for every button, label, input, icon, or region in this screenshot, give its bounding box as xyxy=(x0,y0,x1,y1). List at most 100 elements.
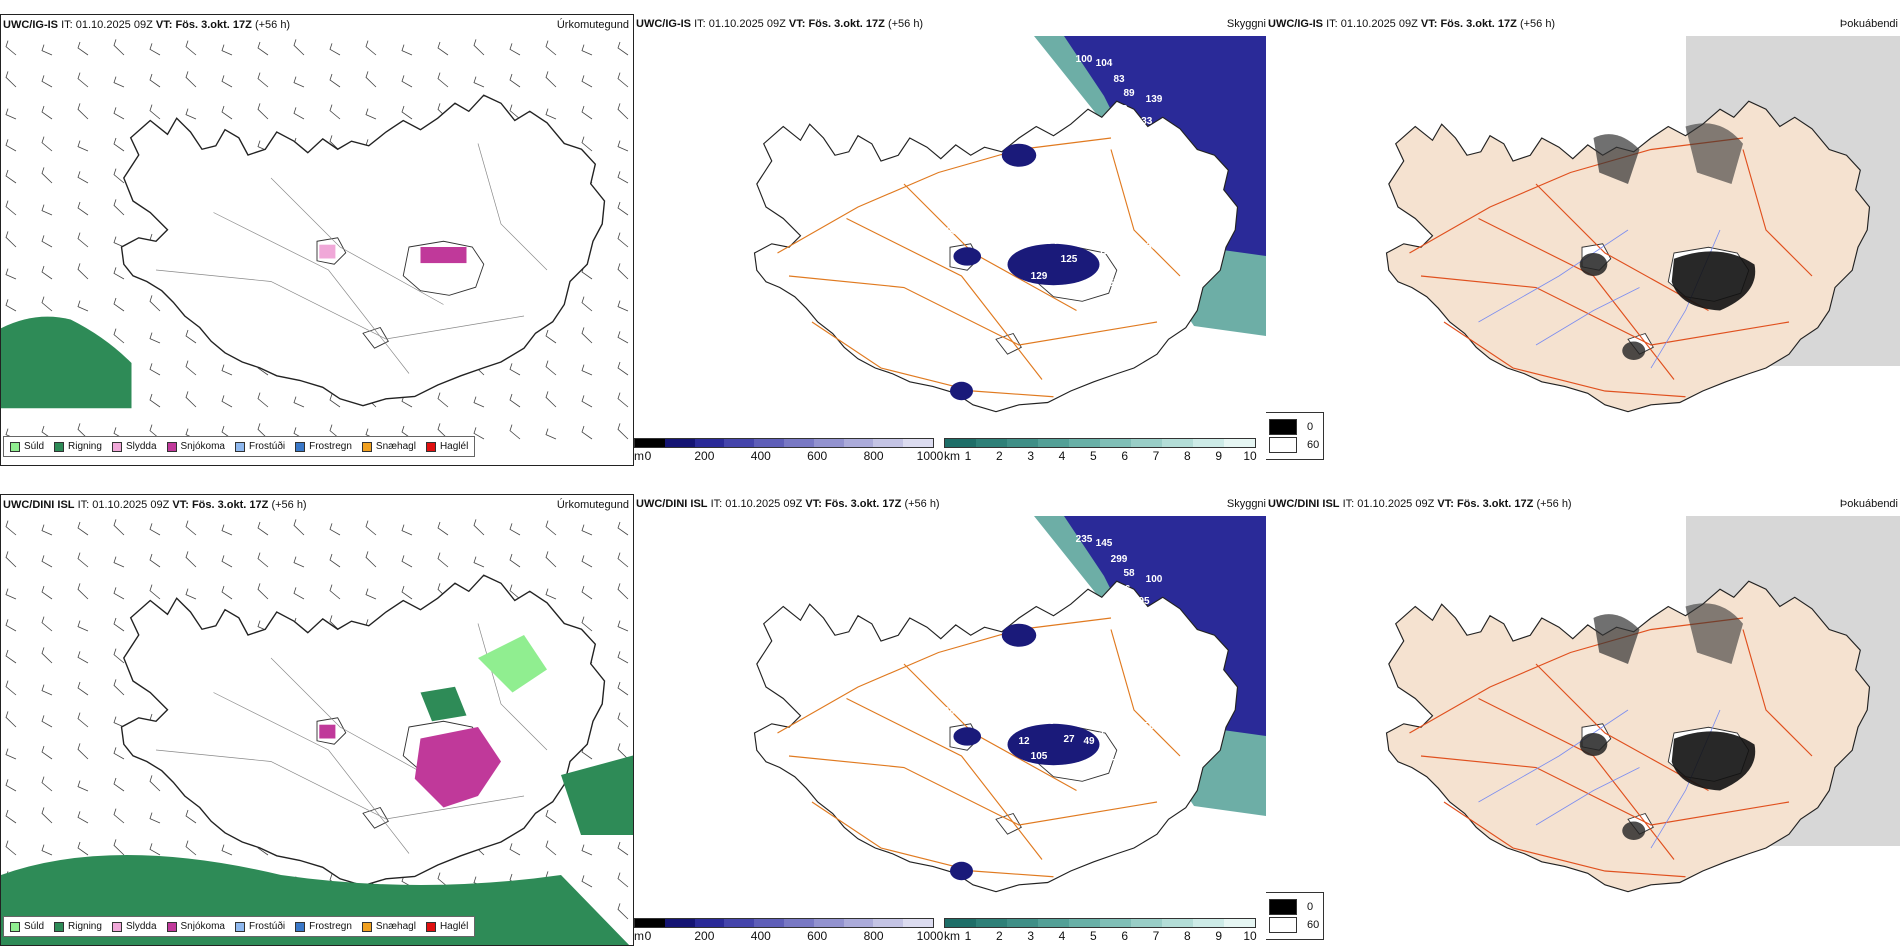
cloud-base-label: 133 xyxy=(1136,116,1153,127)
colorbar-segment xyxy=(1038,439,1069,447)
cloud-base-colorbar: m 0 200 400 600 800 1000 xyxy=(634,918,943,943)
fog-high-area xyxy=(1671,251,1756,311)
colorbar-segment xyxy=(976,439,1007,447)
legend-item: Snjókoma xyxy=(166,921,225,932)
panel-title: Þokuábendi xyxy=(1839,498,1898,510)
cloud-base-label: 145 xyxy=(1096,538,1113,549)
legend-label: Haglél xyxy=(439,921,469,932)
cloud-base-label: 180 xyxy=(1181,224,1198,235)
colorbar-tick: 10 xyxy=(1243,449,1257,463)
cloud-visibility-panel-row2: UWC/DINI ISL IT: 01.10.2025 09Z VT: Fös.… xyxy=(634,494,1266,946)
colorbar-segment xyxy=(635,439,665,447)
colorbar-segment xyxy=(1193,919,1224,927)
colorbar-tick: 10 xyxy=(1243,929,1257,943)
colorbar-strip xyxy=(944,918,1256,928)
panel-header: UWC/IG-IS IT: 01.10.2025 09Z VT: Fös. 3.… xyxy=(636,18,924,30)
visibility-colorbar: km 1 2 3 4 5 6 7 8 9 10 xyxy=(944,438,1257,463)
cloud-base-label: 320 xyxy=(1006,721,1023,732)
colorbar-segment xyxy=(976,919,1007,927)
legend-swatch xyxy=(1269,917,1297,933)
legend-swatch xyxy=(10,441,20,452)
cloud-base-label: 57 xyxy=(1128,144,1140,155)
cloud-base-colorbar: m 0 200 400 600 800 1000 xyxy=(634,438,943,463)
legend-item: Súld xyxy=(10,441,44,452)
colorbar-tick: 200 xyxy=(694,929,715,943)
coastline xyxy=(1385,100,1871,413)
cloud-base-label: 55 xyxy=(988,136,1000,147)
colorbar-tick: 1000 xyxy=(916,449,944,463)
iceland-map: 235 1452995810081695491064072364019140369… xyxy=(753,516,1266,893)
legend-label: Haglél xyxy=(439,441,469,452)
cloud-base-label: 89 xyxy=(1123,88,1135,99)
colorbar-segment xyxy=(903,439,933,447)
fog-high-area xyxy=(1671,731,1756,791)
legend-swatch xyxy=(166,441,177,452)
iceland-map xyxy=(1385,516,1900,893)
legend-swatch xyxy=(361,441,372,452)
cloud-base-label: 128 xyxy=(941,226,958,237)
legend-swatch xyxy=(54,441,65,452)
legend-label: Súld xyxy=(24,921,45,932)
cloud-base-label: 43 xyxy=(1143,751,1155,762)
legend-item: 60 xyxy=(1269,917,1319,933)
colorbar-segment xyxy=(1100,919,1131,927)
legend-swatch xyxy=(166,921,177,932)
legend-item: 0 xyxy=(1269,419,1319,435)
cloud-base-label: 27 xyxy=(1063,734,1075,745)
cloud-base-label: 67 xyxy=(1068,626,1080,637)
colorbar-segment xyxy=(694,439,725,447)
panel-header: UWC/DINI ISL IT: 01.10.2025 09Z VT: Fös.… xyxy=(3,499,307,511)
cloud-base-label: 32 xyxy=(928,846,940,857)
legend-item: Snæhagl xyxy=(361,441,416,452)
cloud-base-label: 139 xyxy=(1146,94,1163,105)
colorbar-tick: 7 xyxy=(1152,929,1160,943)
colorbar-tick: 5 xyxy=(1089,929,1097,943)
colorbar-segment xyxy=(1224,919,1255,927)
coastline xyxy=(753,100,1239,413)
cloud-base-label: 299 xyxy=(1111,554,1128,565)
legend-label: 60 xyxy=(1307,439,1320,451)
cloud-base-label: 106 xyxy=(1091,604,1108,615)
cloud-base-label: 104 xyxy=(1096,58,1113,69)
legend-swatch xyxy=(1269,419,1297,435)
cloud-base-label: 87 xyxy=(938,361,950,372)
colorbar-tick: 400 xyxy=(750,449,771,463)
legend-item: Snjókoma xyxy=(166,441,225,452)
legend-item: Haglél xyxy=(425,921,469,932)
cloud-base-label: 138 xyxy=(1141,241,1158,252)
colorbar-segment xyxy=(724,439,755,447)
colorbar-segment xyxy=(1131,919,1162,927)
colorbar-segment xyxy=(1193,439,1224,447)
colorbar-segment xyxy=(1069,439,1100,447)
legend-item: Frostregn xyxy=(295,441,352,452)
colorbar-segment xyxy=(873,439,904,447)
fog-index-panel-row2: UWC/DINI ISL IT: 01.10.2025 09Z VT: Fös.… xyxy=(1266,494,1900,946)
colorbar-tick: 4 xyxy=(1058,929,1066,943)
colorbar-tick: 1 xyxy=(964,929,972,943)
legend-swatch xyxy=(234,441,245,452)
cloud-base-label: 105 xyxy=(1031,751,1048,762)
legend-swatch xyxy=(54,921,65,932)
legend-swatch xyxy=(1269,437,1297,453)
cloud-base-label: 144 xyxy=(1141,271,1158,282)
colorbar-unit: km xyxy=(944,449,960,463)
coastline xyxy=(1385,580,1871,893)
colorbar-tick: 6 xyxy=(1121,929,1128,943)
colorbar-tick: 9 xyxy=(1215,449,1222,463)
colorbar-unit: km xyxy=(944,929,960,943)
legend-swatch xyxy=(295,441,306,452)
cloud-base-label: 95 xyxy=(1138,596,1150,607)
cloud-base-label: 49 xyxy=(1118,606,1130,617)
legend-item: Snæhagl xyxy=(361,921,416,932)
colorbar-unit: m xyxy=(634,449,644,463)
colorbar-segment xyxy=(1007,919,1038,927)
colorbar-segment xyxy=(635,919,665,927)
colorbar-segment xyxy=(873,919,904,927)
legend-item: Slydda xyxy=(111,441,157,452)
cloud-base-label: 130 xyxy=(1164,164,1181,175)
cloud-base-label: 116 xyxy=(936,586,953,597)
legend-swatch xyxy=(425,921,436,932)
legend-item: Frostregn xyxy=(295,921,352,932)
cloud-base-label: 13 xyxy=(948,224,960,235)
colorbar-tick: 2 xyxy=(995,449,1003,463)
